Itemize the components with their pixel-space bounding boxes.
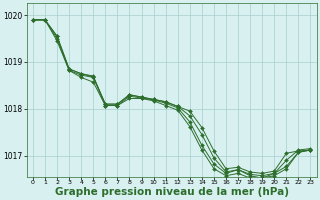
X-axis label: Graphe pression niveau de la mer (hPa): Graphe pression niveau de la mer (hPa) [55, 187, 289, 197]
